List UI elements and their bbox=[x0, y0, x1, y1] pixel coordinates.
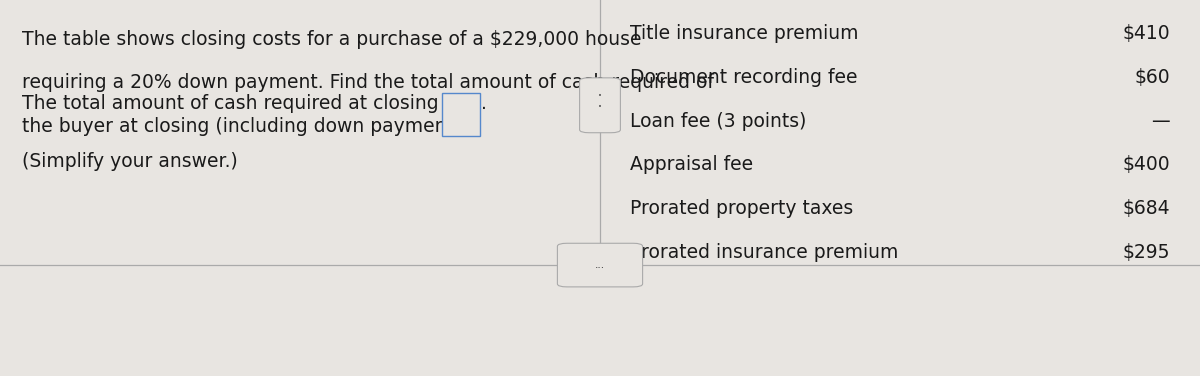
Text: $410: $410 bbox=[1122, 24, 1170, 44]
Text: The table shows closing costs for a purchase of a $229,000 house: The table shows closing costs for a purc… bbox=[22, 30, 641, 49]
Text: ...: ... bbox=[595, 260, 605, 270]
Text: Title insurance premium: Title insurance premium bbox=[630, 24, 858, 44]
Text: (Simplify your answer.): (Simplify your answer.) bbox=[22, 152, 238, 171]
FancyBboxPatch shape bbox=[442, 93, 480, 136]
Text: $684: $684 bbox=[1122, 199, 1170, 218]
Text: Loan fee (3 points): Loan fee (3 points) bbox=[630, 112, 806, 131]
Text: Prorated insurance premium: Prorated insurance premium bbox=[630, 243, 899, 262]
Text: $400: $400 bbox=[1122, 155, 1170, 174]
Text: $60: $60 bbox=[1134, 68, 1170, 87]
Text: —: — bbox=[1151, 112, 1170, 131]
FancyBboxPatch shape bbox=[557, 243, 643, 287]
Text: •: • bbox=[598, 93, 602, 99]
FancyBboxPatch shape bbox=[580, 78, 620, 133]
Text: Appraisal fee: Appraisal fee bbox=[630, 155, 754, 174]
Text: The total amount of cash required at closing is $: The total amount of cash required at clo… bbox=[22, 94, 478, 113]
Text: Document recording fee: Document recording fee bbox=[630, 68, 858, 87]
Text: •: • bbox=[598, 104, 602, 110]
Text: $295: $295 bbox=[1122, 243, 1170, 262]
Text: the buyer at closing (including down payment).: the buyer at closing (including down pay… bbox=[22, 117, 467, 136]
Text: requiring a 20% down payment. Find the total amount of cash required of: requiring a 20% down payment. Find the t… bbox=[22, 73, 714, 92]
Text: .: . bbox=[481, 94, 487, 113]
Text: Prorated property taxes: Prorated property taxes bbox=[630, 199, 853, 218]
